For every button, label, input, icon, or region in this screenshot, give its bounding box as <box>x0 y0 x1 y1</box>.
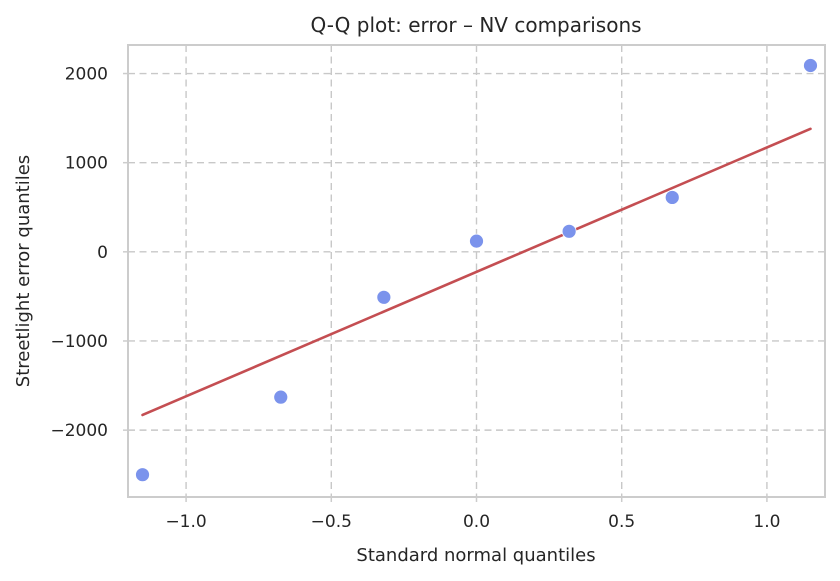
reference-line <box>141 127 812 417</box>
data-point <box>469 233 484 249</box>
x-axis-label: Standard normal quantiles <box>356 545 595 566</box>
data-point <box>664 190 680 205</box>
y-tick-label: −1000 <box>50 332 108 352</box>
x-tick-label: 0.5 <box>608 512 635 532</box>
grid <box>128 45 825 497</box>
data-point <box>376 289 392 305</box>
data-point <box>803 58 818 73</box>
x-tick-label: 1.0 <box>753 512 780 532</box>
y-axis-label: Streetlight error quantiles <box>13 155 34 387</box>
plot-frame <box>127 44 826 498</box>
data-point <box>273 389 289 405</box>
axis-ticks: −1.0 −0.5 0.0 0.5 1.0 2000 1000 0 −1000 −2000 <box>50 65 780 532</box>
y-tick-label: 2000 <box>65 65 108 85</box>
x-tick-label: 0.0 <box>463 512 490 532</box>
reference-line-layer <box>141 127 812 417</box>
x-tick-label: −0.5 <box>311 512 352 532</box>
data-points <box>135 58 818 483</box>
y-tick-label: −2000 <box>50 421 108 441</box>
x-tick-label: −1.0 <box>165 512 206 532</box>
y-tick-label: 0 <box>97 243 108 263</box>
data-point <box>561 223 577 239</box>
y-tick-label: 1000 <box>65 154 108 174</box>
data-point <box>135 467 150 483</box>
chart-title: Q-Q plot: error – NV comparisons <box>310 13 641 37</box>
